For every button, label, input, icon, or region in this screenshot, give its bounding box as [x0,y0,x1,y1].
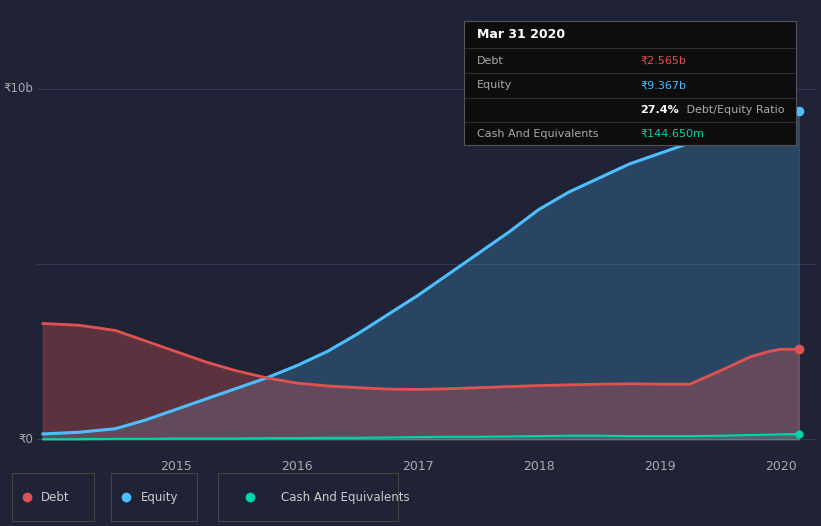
Text: Debt: Debt [41,491,70,503]
Text: Cash And Equivalents: Cash And Equivalents [477,128,599,138]
Text: Cash And Equivalents: Cash And Equivalents [281,491,410,503]
Text: 27.4%: 27.4% [640,105,679,115]
Text: Mar 31 2020: Mar 31 2020 [477,28,566,41]
Text: ₹2.565b: ₹2.565b [640,56,686,66]
Text: ₹10b: ₹10b [3,82,33,95]
Text: ₹9.367b: ₹9.367b [640,80,686,90]
Text: Equity: Equity [141,491,178,503]
Text: ₹0: ₹0 [18,433,33,446]
Text: Equity: Equity [477,80,512,90]
Text: ₹144.650m: ₹144.650m [640,128,704,138]
Text: Debt/Equity Ratio: Debt/Equity Ratio [683,105,785,115]
Text: Debt: Debt [477,56,504,66]
